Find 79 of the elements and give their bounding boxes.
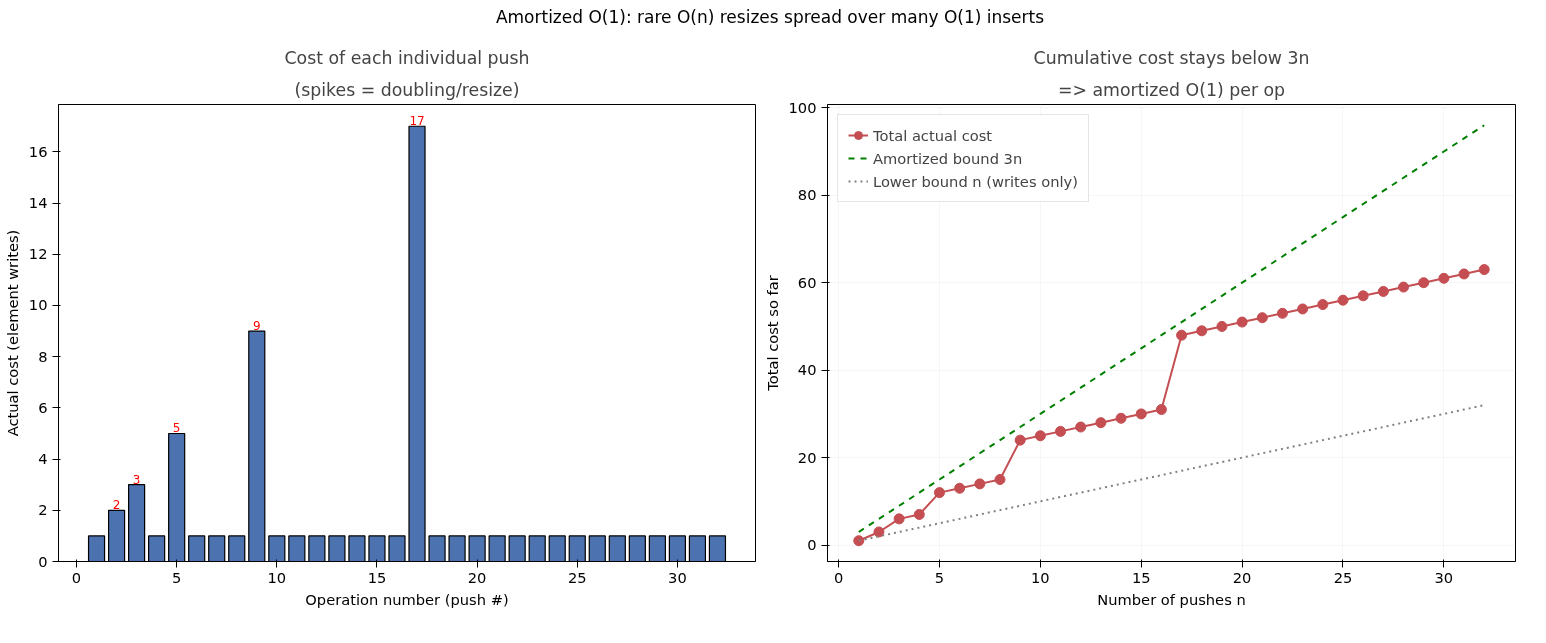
x-tick-label: 15 xyxy=(367,568,387,586)
x-tick-label: 10 xyxy=(1031,568,1050,586)
y-tick-label: 6 xyxy=(38,398,48,416)
point xyxy=(873,526,885,538)
point xyxy=(1256,312,1268,324)
legend-label: Amortized bound 3n xyxy=(873,149,1023,167)
point xyxy=(994,474,1006,485)
point xyxy=(1438,272,1450,284)
x-tick-label: 20 xyxy=(467,568,487,586)
y-axis-title: Actual cost (element writes) xyxy=(3,229,21,437)
point xyxy=(954,482,966,494)
x-tick-label: 5 xyxy=(172,568,182,586)
point xyxy=(1418,277,1430,289)
y-tick-label: 80 xyxy=(797,186,817,204)
text: Amortized O(1): rare O(n) resizes spread over many O(1) inserts xyxy=(494,6,1046,29)
point xyxy=(1055,425,1067,437)
point xyxy=(1377,285,1389,297)
point xyxy=(1075,421,1087,433)
point xyxy=(1398,281,1410,293)
y-tick-label: 4 xyxy=(38,450,48,468)
point xyxy=(974,478,986,490)
y-tick-label: 20 xyxy=(797,448,817,466)
line-series xyxy=(857,124,1486,533)
data-label: 3 xyxy=(132,472,141,487)
data-label: 9 xyxy=(252,319,261,334)
point xyxy=(1317,299,1329,311)
point xyxy=(1034,430,1046,442)
point xyxy=(1337,294,1349,306)
y-tick-label: 40 xyxy=(797,361,817,379)
point xyxy=(1155,404,1167,416)
point xyxy=(1014,434,1026,446)
y-tick-label: 100 xyxy=(788,98,817,116)
point xyxy=(933,487,945,499)
y-tick-label: 16 xyxy=(28,142,48,160)
legend-label: Lower bound n (writes only) xyxy=(873,172,1078,190)
point xyxy=(1216,320,1228,332)
legend-label: Total actual cost xyxy=(873,126,993,144)
point xyxy=(913,509,925,520)
chart-title: Cost of each individual push xyxy=(284,47,530,68)
y-tick-label: 12 xyxy=(28,245,48,263)
point xyxy=(1478,264,1490,276)
x-tick-label: 15 xyxy=(1131,568,1151,586)
point xyxy=(1115,412,1127,424)
x-axis-title: Number of pushes n xyxy=(1097,590,1246,608)
chart-subtitle: (spikes = doubling/resize) xyxy=(294,79,520,100)
point xyxy=(1276,307,1288,319)
y-tick-label: 8 xyxy=(38,347,48,365)
data-label: 5 xyxy=(172,421,181,436)
x-tick-label: 10 xyxy=(267,568,287,586)
x-tick-label: 30 xyxy=(668,568,687,586)
x-tick-label: 30 xyxy=(1434,568,1454,586)
point xyxy=(1135,408,1147,420)
point xyxy=(1297,303,1309,315)
point xyxy=(1458,268,1470,280)
y-tick-label: 60 xyxy=(797,273,817,291)
y-tick-label: 10 xyxy=(28,296,48,314)
point xyxy=(1095,417,1107,429)
y-tick-label: 2 xyxy=(38,501,48,519)
y-tick-label: 0 xyxy=(38,552,48,570)
y-tick-label: 0 xyxy=(807,536,817,554)
point xyxy=(1196,325,1208,337)
point xyxy=(893,513,905,525)
point xyxy=(853,535,865,547)
x-tick-label: 0 xyxy=(833,568,844,586)
x-tick-label: 25 xyxy=(567,568,587,586)
x-tick-label: 25 xyxy=(1333,568,1353,586)
x-tick-label: 0 xyxy=(71,568,82,586)
x-tick-label: 20 xyxy=(1232,568,1252,586)
chart-subtitle: => amortized O(1) per op xyxy=(1057,79,1286,100)
y-axis-title: Total cost so far xyxy=(763,274,781,392)
data-label: 2 xyxy=(112,498,121,513)
x-tick-label: 5 xyxy=(934,568,945,586)
point xyxy=(1357,290,1369,302)
y-tick-label: 14 xyxy=(28,194,48,212)
point xyxy=(1176,329,1188,341)
data-label: 17 xyxy=(409,114,425,129)
point xyxy=(1236,316,1248,328)
chart-title: Cumulative cost stays below 3n xyxy=(1033,47,1310,68)
x-axis-title: Operation number (push #) xyxy=(305,590,509,608)
